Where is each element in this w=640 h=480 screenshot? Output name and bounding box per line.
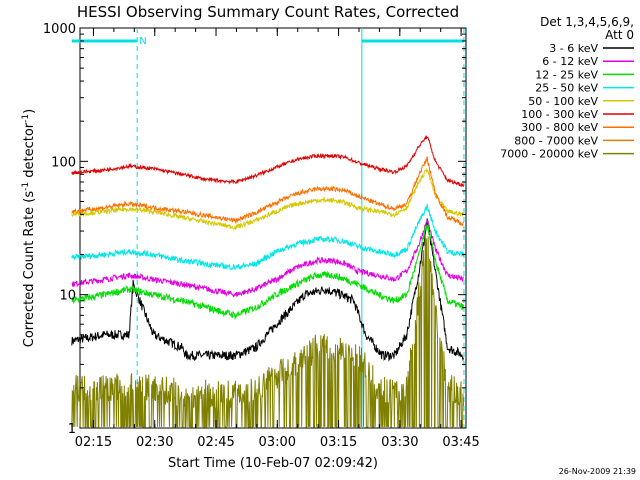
legend-label: 7000 - 20000 keV — [500, 148, 598, 161]
legend-label: 6 - 12 keV — [542, 55, 598, 68]
chart-title: HESSI Observing Summary Count Rates, Cor… — [77, 3, 459, 21]
y-axis-label-mid: detector — [22, 122, 37, 182]
legend-label: 800 - 7000 keV — [514, 134, 598, 147]
x-tick-label: 03:15 — [320, 435, 357, 450]
attenuator-flag-label: N — [139, 36, 146, 47]
markers-layer: N — [71, 28, 465, 428]
legend-label: 12 - 25 keV — [535, 68, 598, 81]
footer-timestamp: 26-Nov-2009 21:39 — [559, 467, 636, 476]
series-line-5 — [71, 135, 464, 188]
y-tick-label: 100 — [51, 155, 76, 170]
legend-label: 50 - 100 keV — [528, 95, 598, 108]
plot-area: N 1 10 100 1000 02:15 02:30 02:45 03:00 03:15 03:… — [43, 22, 480, 450]
series-line-3 — [71, 204, 464, 271]
y-tick-label: 1 — [68, 422, 76, 437]
axis-layer: 1 10 100 1000 02:15 02:30 02:45 03:00 03:15 03:30… — [43, 22, 480, 450]
series-line-1 — [71, 219, 464, 298]
series-layer — [71, 135, 464, 428]
y-axis-label-sup2: -1 — [21, 114, 31, 123]
legend-header-line-1: Det 1,3,4,5,6,9, — [540, 15, 634, 29]
legend-label: 3 - 6 keV — [549, 42, 598, 55]
legend-header-line-2: Att 0 — [605, 28, 634, 42]
plot-frame — [79, 27, 467, 429]
legend-label: 25 - 50 keV — [535, 82, 598, 95]
y-tick-label: 1000 — [43, 22, 76, 37]
series-line-8 — [71, 233, 464, 428]
x-tick-label: 02:45 — [197, 435, 234, 450]
x-axis-label: Start Time (10-Feb-07 02:09:42) — [168, 456, 378, 471]
series-line-4 — [71, 168, 464, 231]
x-tick-label: 03:45 — [442, 435, 479, 450]
legend-label: 100 - 300 keV — [521, 108, 598, 121]
series-line-6 — [71, 156, 464, 227]
y-axis-label-end: ) — [22, 109, 37, 114]
y-axis-label-text: Corrected Count Rate (s — [22, 191, 37, 348]
x-tick-label: 02:30 — [136, 435, 173, 450]
legend-label: 300 - 800 keV — [521, 121, 598, 134]
x-tick-label: 02:15 — [75, 435, 112, 450]
y-axis-label: Corrected Count Rate (s-1 detector-1) — [21, 109, 37, 347]
y-tick-label: 10 — [59, 289, 76, 304]
y-axis-label-sup1: -1 — [21, 182, 31, 191]
x-tick-label: 03:00 — [259, 435, 296, 450]
series-line-2 — [71, 223, 464, 321]
x-tick-label: 03:30 — [381, 435, 418, 450]
